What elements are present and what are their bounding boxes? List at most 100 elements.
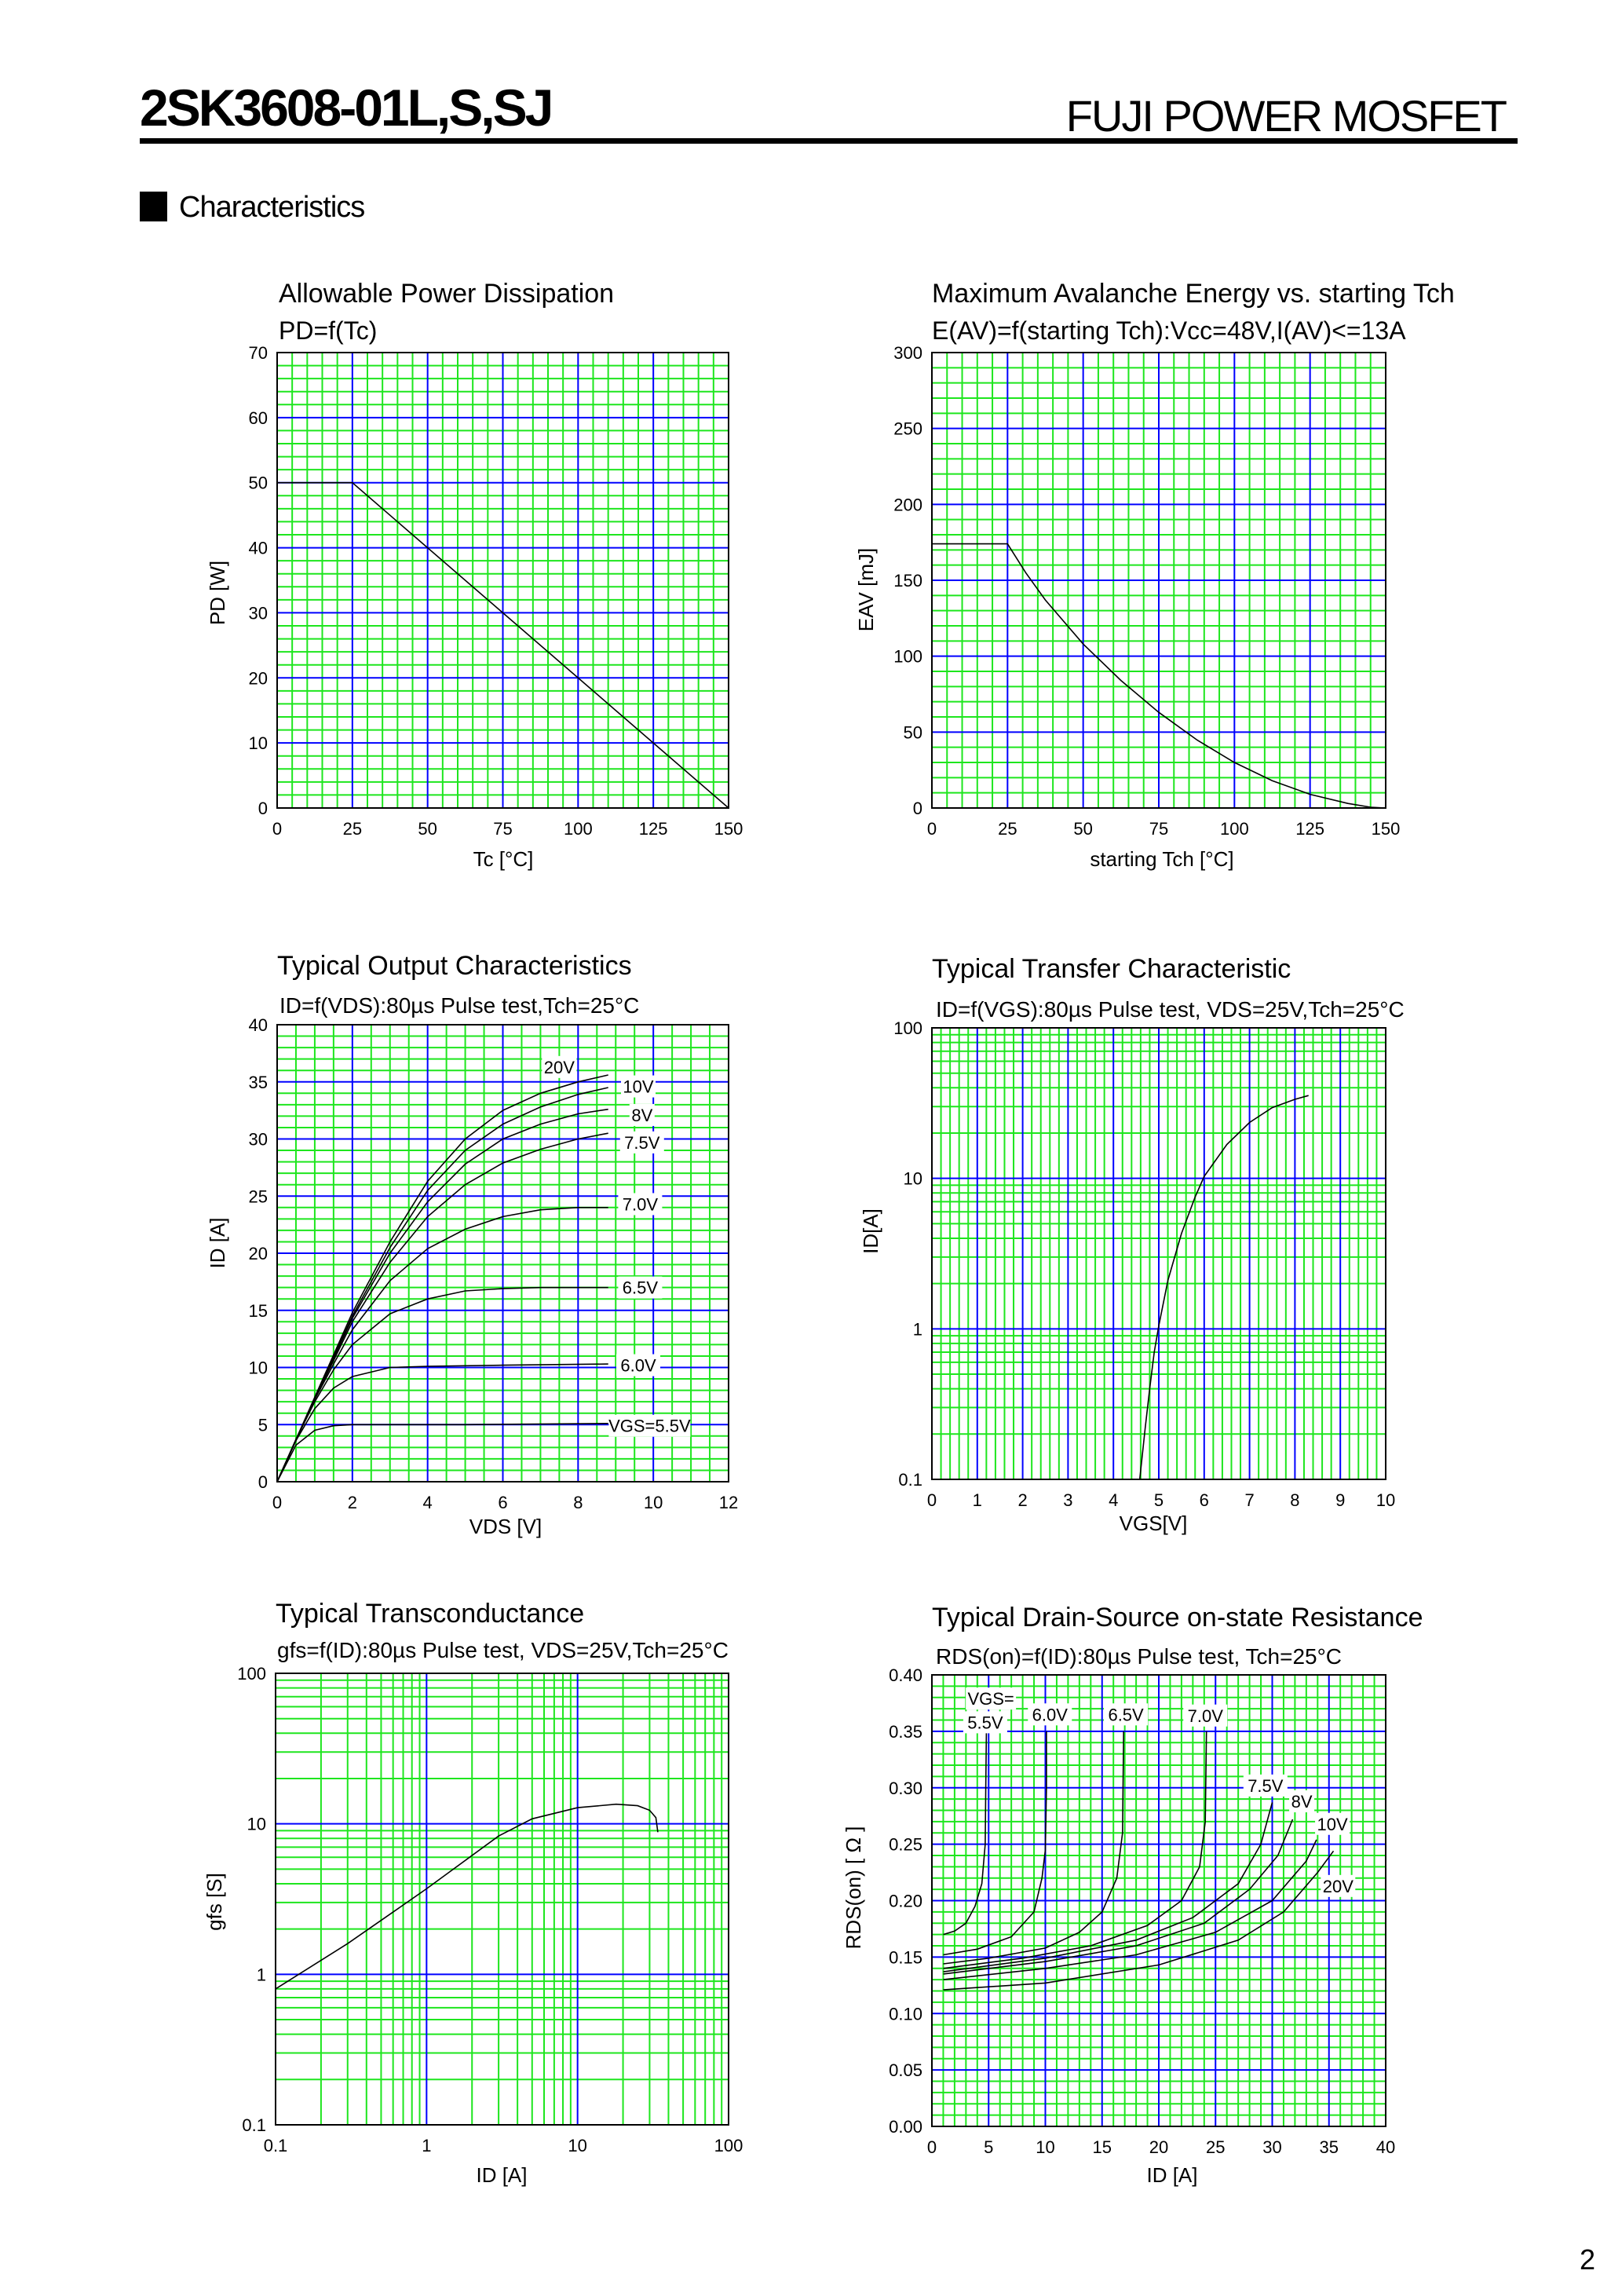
y-tick-label: 10: [904, 1169, 922, 1189]
y-tick-label: 0.10: [889, 2004, 922, 2024]
series-label-bg: [618, 1276, 663, 1299]
series-curve-10V: [943, 1839, 1317, 1980]
x-tick-label: 5: [984, 2137, 993, 2157]
x-tick-label: 12: [719, 1493, 738, 1512]
y-tick-label: 0.20: [889, 1892, 922, 1911]
grid: [276, 352, 729, 809]
series-curve-6.0V: [276, 1363, 608, 1483]
y-tick-label: 0.40: [889, 1665, 922, 1685]
y-tick-label: 250: [893, 419, 922, 439]
y-tick-label: 150: [893, 571, 922, 590]
x-axis-label: ID [A]: [1146, 2163, 1197, 2187]
x-tick-label: 150: [714, 819, 743, 839]
annotation-bg: [966, 1687, 1017, 1710]
y-tick-label: 50: [904, 722, 922, 742]
y-tick-label: 0: [913, 799, 922, 818]
series-label-bg: [629, 1103, 655, 1126]
series-label-bg: [1183, 1704, 1228, 1727]
series-curve: [275, 1803, 659, 1990]
y-tick-label: 10: [249, 733, 268, 753]
series-label-bg: [608, 1414, 691, 1437]
x-axis-label: starting Tch [°C]: [1090, 847, 1233, 871]
x-tick-label: 3: [1063, 1490, 1072, 1510]
series-label-bg: [1321, 1874, 1356, 1897]
plot-frame: [931, 1674, 1386, 2127]
y-tick-label: 300: [893, 343, 922, 363]
plot-frame: [276, 1024, 729, 1483]
x-tick-label: 25: [998, 819, 1017, 839]
chart-title: Maximum Avalanche Energy vs. starting Tc…: [932, 279, 1455, 309]
y-tick-label: 10: [249, 1358, 268, 1378]
series-label: 20V: [1323, 1877, 1353, 1896]
x-tick-label: 10: [568, 2136, 586, 2155]
series-curve-7.0V: [276, 1207, 608, 1483]
x-axis-label: VGS[V]: [1120, 1512, 1188, 1535]
y-tick-label: 0.35: [889, 1722, 922, 1742]
series-label: 7.0V: [1188, 1706, 1224, 1726]
x-tick-label: 2: [348, 1493, 357, 1512]
x-axis-label: VDS [V]: [469, 1515, 542, 1538]
page-number: 2: [1580, 2243, 1595, 2276]
series-label: 7.5V: [624, 1133, 660, 1153]
x-tick-label: 0: [272, 1493, 282, 1512]
grid: [931, 1027, 1386, 1480]
series-curve-7.5V: [943, 1802, 1273, 1972]
series-curve: [932, 543, 1386, 809]
x-tick-label: 7: [1244, 1490, 1254, 1510]
chart-5: Typical Transconductance gfs=f(ID):80µs P…: [203, 1599, 743, 2187]
y-axis-label: RDS(on) [ Ω ]: [842, 1826, 865, 1950]
y-tick-label: 0.00: [889, 2117, 922, 2137]
series-label-bg: [621, 1075, 656, 1098]
x-tick-label: 40: [1376, 2137, 1395, 2157]
x-tick-label: 150: [1372, 819, 1401, 839]
x-tick-label: 1: [422, 2136, 431, 2155]
series-label-bg: [1028, 1703, 1072, 1726]
x-tick-label: 8: [573, 1493, 583, 1512]
series-label-bg: [963, 1711, 1007, 1734]
y-tick-label: 0: [258, 1472, 268, 1492]
y-tick-label: 35: [249, 1073, 268, 1092]
series-curve-6.5V: [276, 1286, 608, 1483]
y-tick-label: 70: [249, 343, 268, 363]
y-tick-label: 40: [249, 539, 268, 558]
x-tick-label: 6: [498, 1493, 507, 1512]
x-tick-label: 35: [1320, 2137, 1339, 2157]
x-tick-label: 100: [714, 2136, 743, 2155]
x-tick-label: 10: [644, 1493, 663, 1512]
x-tick-label: 0.1: [264, 2136, 288, 2155]
series-label: 8V: [1291, 1792, 1313, 1812]
y-axis-label: PD [W]: [206, 561, 229, 625]
y-tick-label: 50: [249, 473, 268, 493]
x-tick-label: 75: [493, 819, 512, 839]
chart-title: Typical Transfer Characteristic: [932, 954, 1291, 984]
y-axis-label: ID[A]: [859, 1208, 882, 1254]
plot-frame: [931, 352, 1386, 809]
x-tick-label: 25: [343, 819, 362, 839]
section-bullet: [140, 192, 167, 221]
x-tick-label: 100: [564, 819, 593, 839]
x-tick-label: 25: [1206, 2137, 1225, 2157]
x-tick-label: 20: [1149, 2137, 1168, 2157]
brand-title: FUJI POWER MOSFET: [1066, 91, 1507, 141]
series-label-bg: [1315, 1812, 1350, 1835]
series-label: 6.0V: [1032, 1705, 1069, 1724]
chart-title: Typical Drain-Source on-state Resistance: [932, 1603, 1423, 1632]
chart-subtitle: RDS(on)=f(ID):80µs Pulse test, Tch=25°C: [936, 1644, 1342, 1669]
x-tick-label: 0: [927, 2137, 937, 2157]
grid: [276, 1024, 729, 1483]
chart-subtitle: ID=f(VGS):80µs Pulse test, VDS=25V,Tch=2…: [936, 997, 1405, 1022]
series-label: 6.5V: [1108, 1705, 1144, 1724]
y-tick-label: 0.15: [889, 1947, 922, 1967]
x-tick-label: 2: [1017, 1490, 1027, 1510]
section-title: Characteristics: [179, 191, 364, 224]
series-label: 20V: [544, 1058, 575, 1077]
series-label-bg: [1289, 1790, 1315, 1812]
chart-subtitle: E(AV)=f(starting Tch):Vcc=48V,I(AV)<=13A: [932, 316, 1406, 345]
series-label-bg: [1104, 1703, 1149, 1726]
x-tick-label: 50: [1073, 819, 1092, 839]
y-tick-label: 30: [249, 1130, 268, 1150]
x-tick-label: 50: [418, 819, 437, 839]
y-tick-label: 5: [258, 1415, 268, 1435]
